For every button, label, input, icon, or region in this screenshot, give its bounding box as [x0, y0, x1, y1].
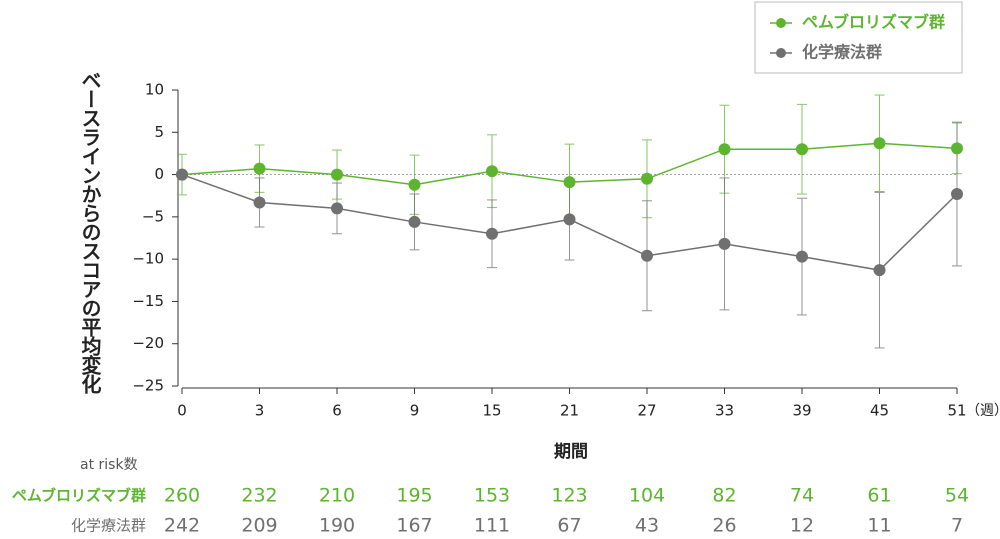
y-axis-title: ベースラインからのスコアの平均変化 — [78, 70, 102, 394]
x-tick-label: 3 — [255, 402, 265, 420]
data-point — [486, 165, 498, 178]
data-point — [718, 143, 731, 156]
risk-value: 43 — [635, 515, 659, 537]
legend-marker — [776, 48, 786, 58]
data-point — [951, 142, 963, 155]
risk-value: 167 — [396, 515, 432, 537]
y-tick-label: 5 — [154, 123, 164, 141]
risk-value: 12 — [790, 515, 814, 537]
y-tick-label: 10 — [145, 81, 164, 99]
x-axis-title: 期間 — [554, 442, 588, 462]
data-point — [718, 237, 731, 250]
risk-value: 67 — [557, 515, 581, 537]
risk-row-label: 化学療法群 — [71, 517, 146, 535]
x-tick-label: 39 — [792, 402, 811, 420]
risk-value: 26 — [712, 515, 736, 537]
data-point — [873, 264, 886, 277]
risk-value: 123 — [551, 485, 587, 507]
risk-value: 260 — [164, 485, 200, 507]
risk-value: 153 — [474, 485, 510, 507]
data-point — [641, 249, 653, 262]
risk-value: 242 — [164, 515, 200, 537]
data-point — [796, 250, 808, 263]
y-tick-label: −15 — [132, 292, 164, 310]
data-point — [408, 215, 421, 228]
risk-table-title: at risk数 — [80, 457, 138, 473]
data-point — [331, 202, 343, 215]
legend-label: 化学療法群 — [802, 43, 882, 62]
legend-marker — [776, 18, 786, 28]
risk-value: 54 — [945, 485, 969, 507]
x-tick-label: 15 — [482, 402, 501, 420]
x-tick-label: 9 — [410, 402, 420, 420]
risk-value: 210 — [319, 485, 355, 507]
x-tick-label: 51 — [947, 402, 966, 420]
risk-value: 11 — [867, 515, 891, 537]
data-point — [641, 172, 653, 185]
x-tick-label: 0 — [177, 402, 187, 420]
data-point — [253, 162, 266, 175]
x-unit: （週） — [966, 403, 1000, 419]
x-tick-label: 21 — [560, 402, 579, 420]
data-point — [408, 178, 421, 191]
y-tick-label: −20 — [132, 334, 164, 352]
data-point — [563, 213, 576, 226]
risk-value: 74 — [790, 485, 814, 507]
risk-value: 7 — [951, 515, 963, 537]
risk-row-label: ペムブロリズマブ群 — [12, 487, 146, 505]
x-tick-label: 27 — [637, 402, 656, 420]
risk-value: 61 — [867, 485, 891, 507]
data-point — [563, 176, 576, 189]
y-tick-label: −25 — [132, 377, 164, 395]
data-point — [873, 137, 886, 150]
legend-label: ペムブロリズマブ群 — [802, 13, 945, 32]
y-tick-label: −5 — [142, 207, 164, 225]
risk-value: 104 — [629, 485, 665, 507]
data-point — [176, 168, 188, 181]
risk-value: 209 — [241, 515, 277, 537]
x-tick-label: 33 — [715, 402, 734, 420]
data-point — [486, 227, 498, 240]
risk-value: 190 — [319, 515, 355, 537]
risk-value: 111 — [474, 515, 510, 537]
risk-value: 232 — [241, 485, 277, 507]
legend-box — [754, 1, 963, 74]
data-point — [331, 168, 343, 181]
y-tick-label: −10 — [132, 250, 164, 268]
risk-value: 82 — [712, 485, 736, 507]
data-point — [951, 188, 963, 201]
data-point — [796, 143, 808, 156]
data-point — [253, 196, 266, 209]
x-tick-label: 45 — [870, 402, 889, 420]
y-tick-label: 0 — [154, 165, 164, 183]
risk-value: 195 — [396, 485, 432, 507]
x-tick-label: 6 — [332, 402, 342, 420]
